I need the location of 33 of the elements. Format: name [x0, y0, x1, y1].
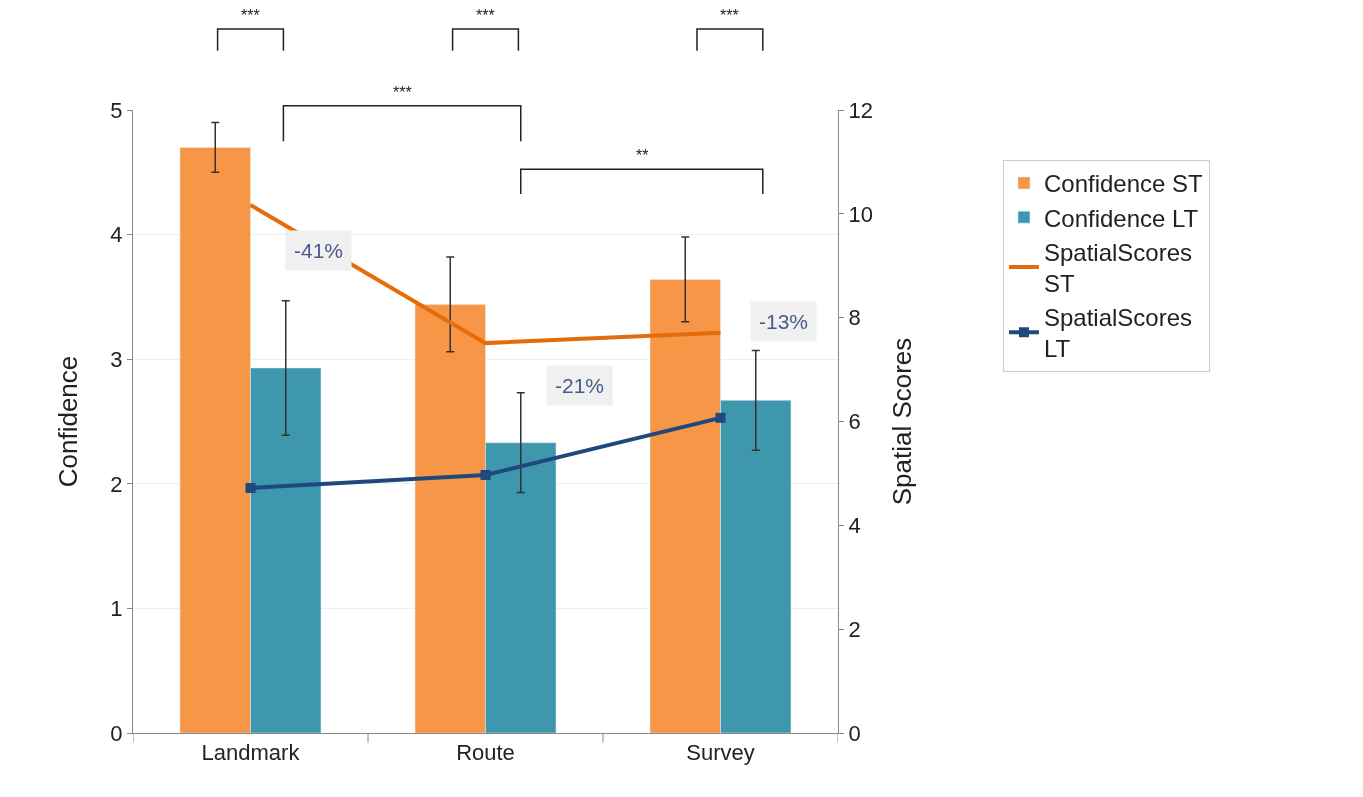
legend-label: SpatialScores LT [1043, 304, 1193, 363]
y-axis-title: Confidence [52, 355, 83, 488]
text: *** [393, 84, 412, 101]
y-tick-label: 3 [110, 346, 123, 372]
point [245, 482, 256, 493]
y-tick-label: 1 [110, 596, 123, 622]
annotation: -41% [294, 239, 344, 262]
text: *** [241, 7, 260, 24]
y-tick-label: 5 [110, 97, 123, 123]
annotation: -21% [555, 374, 605, 397]
legend-label: Confidence ST [1043, 170, 1204, 198]
y-tick-label: 4 [110, 222, 123, 248]
y2-axis-title: Spatial Scores [886, 337, 917, 506]
legend-label: Confidence LT [1043, 204, 1199, 232]
point [480, 469, 491, 480]
text: *** [476, 7, 495, 24]
y2-tick-label: 2 [848, 616, 861, 642]
y2-tick-label: 12 [848, 97, 873, 123]
y2-tick-label: 4 [848, 513, 861, 539]
x-tick-label: Landmark [201, 740, 301, 766]
y2-tick-label: 10 [848, 201, 873, 227]
y2-tick-label: 6 [848, 409, 861, 435]
legend-label: SpatialScores ST [1043, 238, 1193, 297]
y2-tick-label: 0 [848, 720, 861, 746]
x-tick-label: Survey [686, 740, 755, 766]
y2-tick-label: 8 [848, 305, 861, 331]
y-tick-label: 0 [110, 720, 123, 746]
x-tick-label: Route [456, 740, 515, 766]
annotation: -13% [759, 310, 809, 333]
point [715, 412, 726, 423]
text: *** [720, 7, 739, 24]
annotation: ** [636, 147, 649, 164]
y-tick-label: 2 [110, 471, 123, 497]
